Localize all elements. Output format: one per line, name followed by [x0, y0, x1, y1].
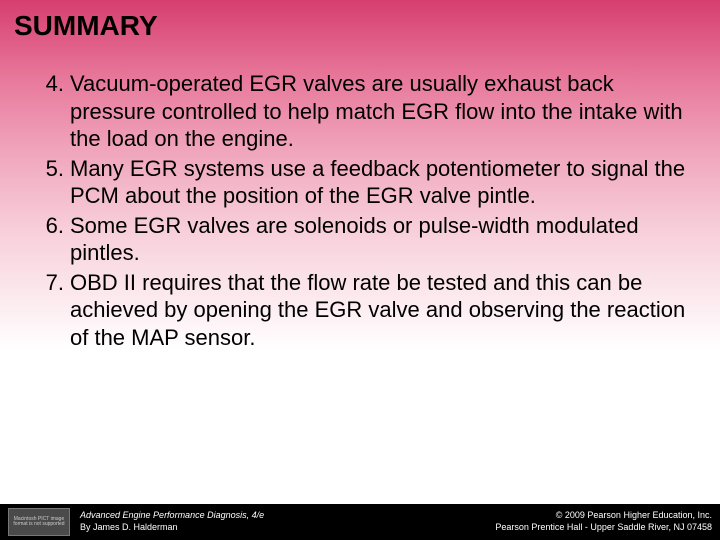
book-title: Advanced Engine Performance Diagnosis, 4… [80, 510, 264, 522]
copyright: © 2009 Pearson Higher Education, Inc. [495, 510, 712, 522]
footer-right: © 2009 Pearson Higher Education, Inc. Pe… [495, 510, 712, 533]
list-item: Vacuum-operated EGR valves are usually e… [30, 70, 690, 153]
summary-list: Vacuum-operated EGR valves are usually e… [30, 70, 690, 351]
list-item: Some EGR valves are solenoids or pulse-w… [30, 212, 690, 267]
slide-title: SUMMARY [0, 0, 720, 42]
footer-left: Advanced Engine Performance Diagnosis, 4… [80, 510, 264, 533]
author: By James D. Halderman [80, 522, 264, 534]
list-item: Many EGR systems use a feedback potentio… [30, 155, 690, 210]
slide-content: Vacuum-operated EGR valves are usually e… [0, 42, 720, 351]
list-item: OBD II requires that the flow rate be te… [30, 269, 690, 352]
publisher: Pearson Prentice Hall - Upper Saddle Riv… [495, 522, 712, 534]
image-placeholder-icon: Macintosh PICT image format is not suppo… [8, 508, 70, 536]
slide-footer: Macintosh PICT image format is not suppo… [0, 504, 720, 540]
